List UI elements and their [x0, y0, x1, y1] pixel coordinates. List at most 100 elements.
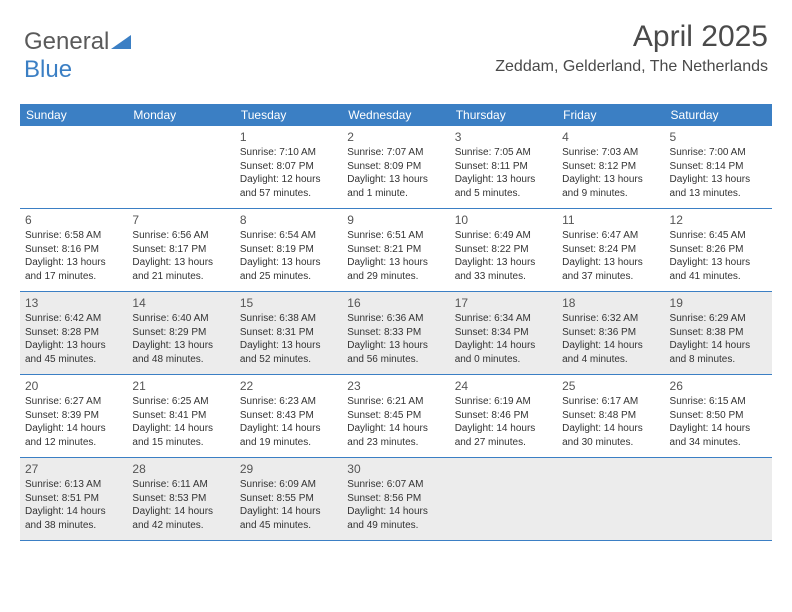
day-cell: 3Sunrise: 7:05 AMSunset: 8:11 PMDaylight… — [450, 126, 557, 208]
month-title: April 2025 — [495, 20, 768, 54]
day-cell: 5Sunrise: 7:00 AMSunset: 8:14 PMDaylight… — [665, 126, 772, 208]
sunset-text: Sunset: 8:36 PM — [562, 326, 659, 340]
sunrise-text: Sunrise: 6:15 AM — [670, 395, 767, 409]
sunset-text: Sunset: 8:56 PM — [347, 492, 444, 506]
sunrise-text: Sunrise: 7:10 AM — [240, 146, 337, 160]
sunrise-text: Sunrise: 6:38 AM — [240, 312, 337, 326]
sunset-text: Sunset: 8:31 PM — [240, 326, 337, 340]
day-number: 28 — [132, 461, 229, 477]
week-row: 6Sunrise: 6:58 AMSunset: 8:16 PMDaylight… — [20, 209, 772, 292]
day-cell — [450, 458, 557, 540]
daylight-text: Daylight: 14 hours and 15 minutes. — [132, 422, 229, 449]
day-cell: 23Sunrise: 6:21 AMSunset: 8:45 PMDayligh… — [342, 375, 449, 457]
sunrise-text: Sunrise: 7:07 AM — [347, 146, 444, 160]
daylight-text: Daylight: 13 hours and 1 minute. — [347, 173, 444, 200]
daylight-text: Daylight: 14 hours and 38 minutes. — [25, 505, 122, 532]
logo-text-1: General — [24, 28, 109, 55]
sunset-text: Sunset: 8:14 PM — [670, 160, 767, 174]
day-number: 21 — [132, 378, 229, 394]
sunset-text: Sunset: 8:12 PM — [562, 160, 659, 174]
day-cell: 12Sunrise: 6:45 AMSunset: 8:26 PMDayligh… — [665, 209, 772, 291]
daylight-text: Daylight: 14 hours and 0 minutes. — [455, 339, 552, 366]
daylight-text: Daylight: 13 hours and 17 minutes. — [25, 256, 122, 283]
day-number: 4 — [562, 129, 659, 145]
sunrise-text: Sunrise: 7:03 AM — [562, 146, 659, 160]
daylight-text: Daylight: 13 hours and 45 minutes. — [25, 339, 122, 366]
day-number: 5 — [670, 129, 767, 145]
day-number: 2 — [347, 129, 444, 145]
sunset-text: Sunset: 8:51 PM — [25, 492, 122, 506]
sunrise-text: Sunrise: 6:11 AM — [132, 478, 229, 492]
day-cell: 9Sunrise: 6:51 AMSunset: 8:21 PMDaylight… — [342, 209, 449, 291]
day-number: 26 — [670, 378, 767, 394]
day-number: 8 — [240, 212, 337, 228]
day-header: Sunday — [20, 104, 127, 126]
logo: General Blue — [24, 28, 131, 84]
sunset-text: Sunset: 8:55 PM — [240, 492, 337, 506]
day-number: 30 — [347, 461, 444, 477]
daylight-text: Daylight: 14 hours and 34 minutes. — [670, 422, 767, 449]
sunset-text: Sunset: 8:45 PM — [347, 409, 444, 423]
sunrise-text: Sunrise: 6:29 AM — [670, 312, 767, 326]
day-number: 15 — [240, 295, 337, 311]
daylight-text: Daylight: 13 hours and 56 minutes. — [347, 339, 444, 366]
daylight-text: Daylight: 14 hours and 42 minutes. — [132, 505, 229, 532]
sunrise-text: Sunrise: 6:47 AM — [562, 229, 659, 243]
daylight-text: Daylight: 14 hours and 8 minutes. — [670, 339, 767, 366]
day-number: 16 — [347, 295, 444, 311]
day-cell — [557, 458, 664, 540]
sunset-text: Sunset: 8:28 PM — [25, 326, 122, 340]
sunset-text: Sunset: 8:48 PM — [562, 409, 659, 423]
day-cell: 21Sunrise: 6:25 AMSunset: 8:41 PMDayligh… — [127, 375, 234, 457]
sunrise-text: Sunrise: 6:56 AM — [132, 229, 229, 243]
day-number: 18 — [562, 295, 659, 311]
day-number: 22 — [240, 378, 337, 394]
sunset-text: Sunset: 8:26 PM — [670, 243, 767, 257]
sunset-text: Sunset: 8:24 PM — [562, 243, 659, 257]
daylight-text: Daylight: 14 hours and 23 minutes. — [347, 422, 444, 449]
sunrise-text: Sunrise: 6:54 AM — [240, 229, 337, 243]
day-cell — [20, 126, 127, 208]
daylight-text: Daylight: 12 hours and 57 minutes. — [240, 173, 337, 200]
day-cell: 27Sunrise: 6:13 AMSunset: 8:51 PMDayligh… — [20, 458, 127, 540]
day-number: 12 — [670, 212, 767, 228]
day-cell: 10Sunrise: 6:49 AMSunset: 8:22 PMDayligh… — [450, 209, 557, 291]
day-number: 13 — [25, 295, 122, 311]
day-cell: 26Sunrise: 6:15 AMSunset: 8:50 PMDayligh… — [665, 375, 772, 457]
sunset-text: Sunset: 8:41 PM — [132, 409, 229, 423]
daylight-text: Daylight: 13 hours and 37 minutes. — [562, 256, 659, 283]
day-number: 7 — [132, 212, 229, 228]
sunset-text: Sunset: 8:39 PM — [25, 409, 122, 423]
sunrise-text: Sunrise: 6:49 AM — [455, 229, 552, 243]
header: April 2025 Zeddam, Gelderland, The Nethe… — [495, 20, 768, 76]
day-cell: 8Sunrise: 6:54 AMSunset: 8:19 PMDaylight… — [235, 209, 342, 291]
daylight-text: Daylight: 14 hours and 45 minutes. — [240, 505, 337, 532]
sunrise-text: Sunrise: 6:21 AM — [347, 395, 444, 409]
day-number: 1 — [240, 129, 337, 145]
sunset-text: Sunset: 8:46 PM — [455, 409, 552, 423]
week-row: 13Sunrise: 6:42 AMSunset: 8:28 PMDayligh… — [20, 292, 772, 375]
sunrise-text: Sunrise: 6:17 AM — [562, 395, 659, 409]
day-cell: 20Sunrise: 6:27 AMSunset: 8:39 PMDayligh… — [20, 375, 127, 457]
day-cell — [665, 458, 772, 540]
sunset-text: Sunset: 8:29 PM — [132, 326, 229, 340]
day-cell: 13Sunrise: 6:42 AMSunset: 8:28 PMDayligh… — [20, 292, 127, 374]
day-header: Monday — [127, 104, 234, 126]
day-number: 10 — [455, 212, 552, 228]
sunset-text: Sunset: 8:50 PM — [670, 409, 767, 423]
day-number: 27 — [25, 461, 122, 477]
day-number: 19 — [670, 295, 767, 311]
sunrise-text: Sunrise: 6:40 AM — [132, 312, 229, 326]
daylight-text: Daylight: 13 hours and 25 minutes. — [240, 256, 337, 283]
sunset-text: Sunset: 8:19 PM — [240, 243, 337, 257]
day-number: 9 — [347, 212, 444, 228]
daylight-text: Daylight: 13 hours and 52 minutes. — [240, 339, 337, 366]
daylight-text: Daylight: 14 hours and 30 minutes. — [562, 422, 659, 449]
day-cell: 16Sunrise: 6:36 AMSunset: 8:33 PMDayligh… — [342, 292, 449, 374]
day-cell — [127, 126, 234, 208]
week-row: 20Sunrise: 6:27 AMSunset: 8:39 PMDayligh… — [20, 375, 772, 458]
day-cell: 7Sunrise: 6:56 AMSunset: 8:17 PMDaylight… — [127, 209, 234, 291]
day-number: 29 — [240, 461, 337, 477]
day-cell: 14Sunrise: 6:40 AMSunset: 8:29 PMDayligh… — [127, 292, 234, 374]
daylight-text: Daylight: 13 hours and 29 minutes. — [347, 256, 444, 283]
